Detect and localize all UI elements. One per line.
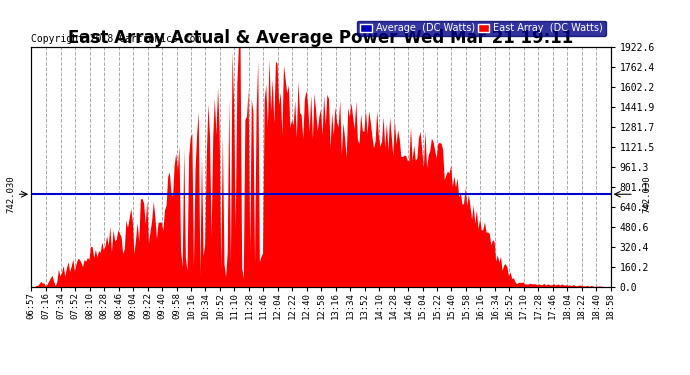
Text: 742.030: 742.030 xyxy=(642,176,651,213)
Legend: Average  (DC Watts), East Array  (DC Watts): Average (DC Watts), East Array (DC Watts… xyxy=(357,21,606,36)
Text: Copyright 2018 Cartronics.com: Copyright 2018 Cartronics.com xyxy=(31,34,201,44)
Title: East Array Actual & Average Power Wed Mar 21 19:11: East Array Actual & Average Power Wed Ma… xyxy=(68,29,573,47)
Text: 742.030: 742.030 xyxy=(6,176,15,213)
